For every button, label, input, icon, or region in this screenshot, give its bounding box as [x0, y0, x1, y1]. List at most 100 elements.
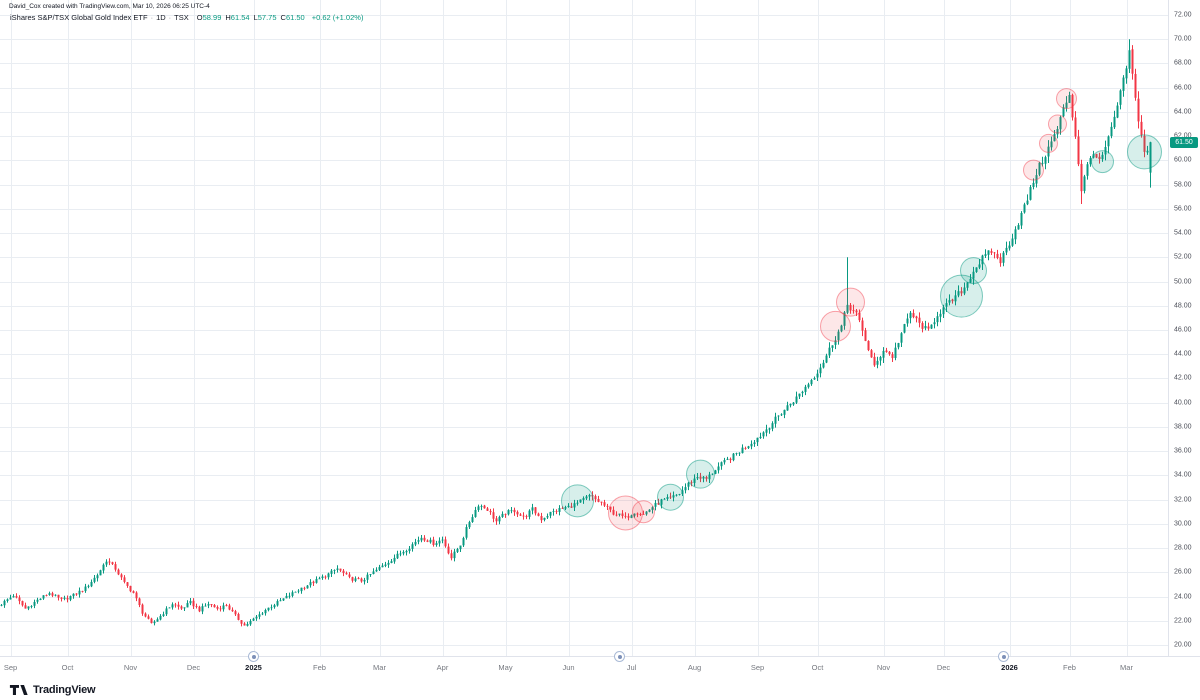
candle	[717, 462, 720, 474]
candle	[375, 567, 378, 572]
candle	[906, 313, 909, 327]
candle	[606, 503, 609, 511]
candle	[627, 513, 630, 521]
price-axis-label: 56.00	[1174, 205, 1192, 213]
candle	[1077, 129, 1080, 167]
candle	[414, 538, 417, 547]
candle	[996, 249, 999, 260]
candle	[672, 491, 675, 502]
time-axis-label: 2026	[1001, 663, 1018, 672]
circle-drawing-red[interactable]	[1023, 159, 1044, 181]
circle-drawing-red[interactable]	[820, 310, 851, 342]
candle	[720, 461, 723, 470]
symbol-title[interactable]: iShares S&P/TSX Global Gold Index ETF	[10, 13, 148, 22]
candle	[816, 369, 819, 381]
time-axis-label: Nov	[123, 663, 138, 672]
exchange-label[interactable]: TSX	[174, 13, 189, 22]
candle	[39, 598, 42, 601]
price-axis-label: 70.00	[1174, 35, 1192, 43]
circle-drawing-red[interactable]	[608, 495, 643, 531]
legend-separator: ·	[168, 13, 172, 22]
candle	[42, 595, 45, 600]
candle	[327, 572, 330, 580]
candle	[366, 572, 369, 583]
candlestick-chart[interactable]	[0, 0, 1169, 656]
symbol-legend[interactable]: iShares S&P/TSX Global Gold Index ETF · 1D…	[10, 13, 363, 22]
candle	[999, 253, 1002, 267]
candle	[636, 512, 639, 518]
candle	[624, 512, 627, 519]
candle	[87, 584, 90, 589]
candle	[330, 568, 333, 577]
candle	[441, 536, 444, 544]
price-axis-label: 26.00	[1174, 568, 1192, 576]
candle	[1095, 153, 1098, 159]
timeline-event-dot	[1001, 654, 1006, 659]
circle-drawing-red[interactable]	[632, 500, 655, 524]
candle	[519, 513, 522, 516]
candle	[420, 535, 423, 543]
candle	[1080, 159, 1083, 204]
candle	[222, 602, 225, 612]
candle	[822, 359, 825, 369]
candle	[762, 431, 765, 439]
candle	[342, 568, 345, 577]
candle	[123, 575, 126, 584]
candle	[336, 565, 339, 573]
time-axis[interactable]: Sep Oct Nov Dec 2025 Feb Mar Apr May Jun Jul Aug Sep…	[0, 651, 1200, 679]
candle	[159, 614, 162, 621]
timeline-event-marker[interactable]	[614, 651, 625, 662]
candle	[444, 536, 447, 548]
candle	[549, 511, 552, 519]
candle	[276, 599, 279, 607]
circle-drawing-red[interactable]	[1056, 88, 1077, 110]
candle	[453, 548, 456, 562]
candle	[804, 384, 807, 396]
candle	[597, 495, 600, 503]
candle	[135, 591, 138, 602]
candle	[84, 583, 87, 593]
circle-drawing-green[interactable]	[686, 459, 715, 489]
price-axis[interactable]: 61.50 72.00 70.00 68.00 66.00 64.00 62.00 60.0…	[1168, 0, 1200, 656]
timeline-event-marker[interactable]	[248, 651, 259, 662]
candle	[312, 580, 315, 586]
candle	[987, 250, 990, 261]
chart-area: David_Cox created with TradingView.com, …	[0, 0, 1200, 679]
candle	[1059, 115, 1062, 135]
candle	[516, 510, 519, 518]
candle	[981, 254, 984, 270]
candle	[273, 603, 276, 609]
interval-label[interactable]: 1D	[156, 13, 166, 22]
candle	[576, 500, 579, 506]
circle-drawing-green[interactable]	[960, 257, 987, 285]
circle-drawing-green[interactable]	[1091, 150, 1114, 174]
candle	[402, 550, 405, 556]
price-axis-label: 44.00	[1174, 350, 1192, 358]
candle	[213, 603, 216, 608]
candle	[207, 601, 210, 609]
candle	[45, 594, 48, 597]
circle-drawing-green[interactable]	[657, 483, 684, 511]
candle	[24, 602, 27, 609]
candle	[240, 620, 243, 627]
timeline-event-marker[interactable]	[998, 651, 1009, 662]
candle	[1089, 156, 1092, 167]
candle	[1098, 152, 1101, 164]
tradingview-logo[interactable]: TradingView	[9, 683, 96, 697]
price-axis-label: 54.00	[1174, 229, 1192, 237]
circle-drawing-green[interactable]	[561, 484, 594, 518]
candle	[489, 508, 492, 515]
candle	[99, 569, 102, 576]
candle	[261, 612, 264, 616]
candle	[225, 603, 228, 607]
circle-drawing-green[interactable]	[1127, 134, 1162, 170]
price-axis-label: 62.00	[1174, 133, 1192, 140]
candle	[507, 509, 510, 516]
circle-drawing-red[interactable]	[1048, 114, 1067, 134]
price-axis-label: 46.00	[1174, 326, 1192, 334]
candle	[291, 590, 294, 598]
candle	[879, 355, 882, 366]
candle	[0, 604, 3, 607]
circle-drawing-red[interactable]	[836, 287, 865, 317]
circle-drawing-red[interactable]	[1039, 133, 1058, 153]
